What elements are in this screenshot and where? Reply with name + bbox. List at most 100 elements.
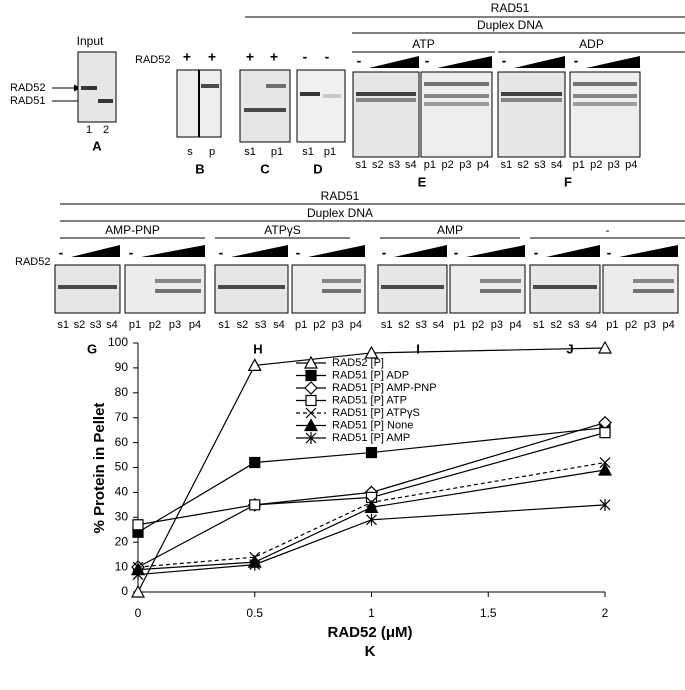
sign: + [246, 49, 254, 65]
y-tick-label: 50 [115, 460, 129, 474]
sign: - [129, 245, 134, 261]
lane-label: s4 [273, 319, 285, 331]
nucleotide: - [606, 223, 610, 237]
lane-label: s2 [398, 319, 410, 331]
band [633, 279, 674, 283]
band [58, 285, 117, 289]
lane-label: p2 [472, 319, 484, 331]
legend-label: RAD51 [P] AMP-PNP [332, 382, 437, 394]
sign: - [303, 49, 308, 65]
lane-label: p2 [590, 159, 602, 171]
lane-label: s2 [237, 319, 249, 331]
panel-label: D [313, 161, 322, 176]
lane-label: p1 [295, 319, 307, 331]
band [573, 94, 637, 98]
lane-label: p1 [324, 146, 336, 158]
marker [599, 498, 611, 511]
sign: - [296, 245, 301, 261]
marker [130, 584, 146, 598]
sign: - [502, 53, 507, 69]
lane-label: p4 [510, 319, 522, 331]
lane-label: p3 [459, 159, 471, 171]
lane-label: p3 [169, 319, 181, 331]
lane-label: p2 [442, 159, 454, 171]
band [533, 285, 597, 289]
band [300, 92, 320, 96]
lane-label: p3 [332, 319, 344, 331]
nucleotide: ADP [579, 37, 604, 51]
band [424, 82, 489, 86]
row-header: Duplex DNA [477, 18, 543, 32]
lane-label: s1 [218, 319, 230, 331]
band [201, 84, 219, 88]
row-header: RAD51 [491, 1, 530, 15]
marker [132, 568, 144, 581]
marker [249, 499, 261, 511]
lane-label: s2 [517, 159, 529, 171]
band [323, 94, 341, 98]
sign: - [534, 245, 539, 261]
x-tick-label: 0.5 [246, 606, 263, 620]
legend-marker [303, 355, 319, 369]
marker [366, 513, 377, 526]
lane-label: s1 [355, 159, 367, 171]
legend-label: RAD52 [P] [332, 357, 384, 369]
x-tick-label: 2 [602, 606, 609, 620]
lane-label: p [209, 146, 215, 158]
wedge [394, 245, 447, 257]
band [155, 289, 201, 293]
wedge [514, 56, 565, 68]
panel-label: K [365, 643, 376, 660]
marker [365, 446, 378, 459]
row-header: RAD51 [321, 189, 360, 203]
legend-label: RAD51 [P] ATP [332, 394, 407, 406]
lane-label: s1 [501, 159, 513, 171]
sign: + [270, 49, 278, 65]
lane-label: s3 [415, 319, 427, 331]
lane-label: s3 [568, 319, 580, 331]
lane-label: p3 [491, 319, 503, 331]
wedge [619, 245, 678, 257]
marker [247, 358, 262, 372]
band [266, 84, 286, 88]
lane-label: s3 [534, 159, 546, 171]
band-label: RAD51 [10, 95, 45, 107]
legend-label: RAD51 [P] None [332, 419, 413, 431]
marker [597, 340, 613, 354]
y-tick-label: 10 [115, 559, 129, 573]
panel-label: I [416, 341, 420, 356]
y-tick-label: 0 [121, 584, 128, 598]
lane-label: s1 [381, 319, 393, 331]
band [424, 94, 489, 98]
nucleotide: AMP-PNP [105, 223, 160, 237]
lane-label: s [187, 146, 193, 158]
band [381, 285, 444, 289]
legend-marker [305, 369, 317, 382]
lane-label: s4 [551, 159, 563, 171]
sign: - [454, 245, 459, 261]
panel-label: B [195, 161, 204, 176]
marker [599, 427, 611, 439]
band [501, 92, 562, 96]
lane-label: s4 [106, 319, 118, 331]
panel-label: A [92, 138, 102, 153]
y-tick-label: 60 [115, 435, 129, 449]
lane-label: s4 [585, 319, 597, 331]
gel [497, 71, 566, 158]
row-label: RAD52 [135, 54, 170, 66]
series-line [137, 432, 606, 526]
band [244, 108, 286, 112]
lane-label: p2 [149, 319, 161, 331]
y-tick-label: 100 [108, 335, 128, 349]
gel [420, 71, 493, 158]
wedge [437, 56, 492, 68]
wedge [466, 245, 525, 257]
band [424, 102, 489, 106]
nucleotide: AMP [437, 223, 463, 237]
legend-label: RAD51 [P] AMP [332, 432, 410, 444]
lane-label: p2 [313, 319, 325, 331]
x-tick-label: 1.5 [480, 606, 497, 620]
row-label: RAD52 [15, 256, 50, 268]
series-line [137, 469, 606, 571]
gel [296, 69, 346, 143]
